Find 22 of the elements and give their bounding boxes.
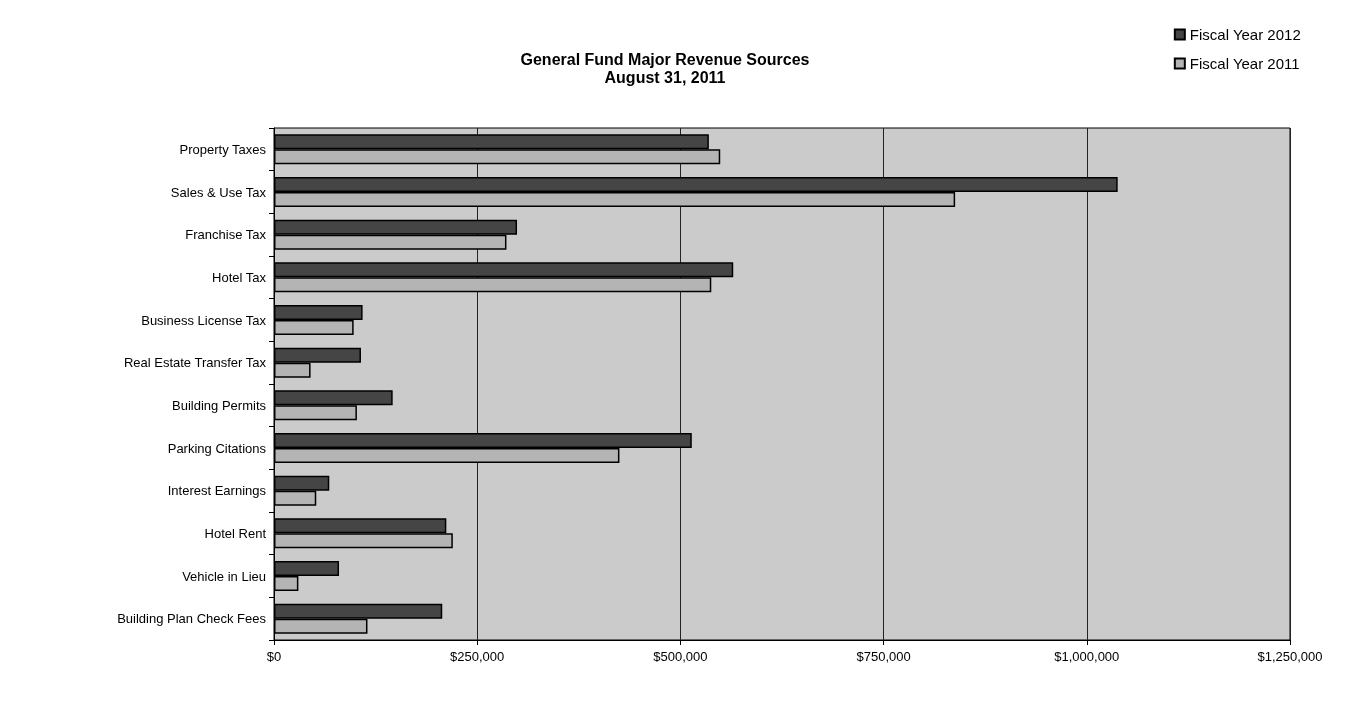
y-tick-label: Building Plan Check Fees — [117, 611, 267, 627]
y-tick-label: Hotel Tax — [212, 269, 267, 285]
x-tick-label: $1,250,000 — [1257, 649, 1323, 664]
x-tick-label: $250,000 — [450, 649, 505, 664]
y-tick-label: Interest Earnings — [167, 483, 267, 499]
x-tick-label: $0 — [266, 649, 282, 664]
x-tick-label: $750,000 — [856, 649, 911, 664]
y-tick-label: Sales & Use Tax — [170, 184, 267, 200]
x-tick-label: $500,000 — [653, 649, 708, 664]
y-tick-label: Parking Citations — [167, 440, 267, 456]
y-tick-label: Real Estate Transfer Tax — [123, 355, 267, 371]
chart-title: General Fund Major Revenue Sources — [520, 50, 810, 68]
y-tick-label: Building Permits — [172, 397, 267, 413]
y-tick-label: Business License Tax — [141, 312, 267, 328]
legend-label: Fiscal Year 2012 — [1189, 26, 1301, 43]
x-tick-label: $1,000,000 — [1054, 649, 1120, 664]
y-tick-label: Vehicle in Lieu — [182, 568, 266, 584]
chart-subtitle: August 31, 2011 — [604, 68, 726, 86]
y-tick-label: Franchise Tax — [185, 227, 267, 243]
y-tick-label: Property Taxes — [179, 141, 267, 157]
legend-label: Fiscal Year 2011 — [1189, 55, 1300, 72]
y-tick-label: Hotel Rent — [204, 525, 267, 541]
